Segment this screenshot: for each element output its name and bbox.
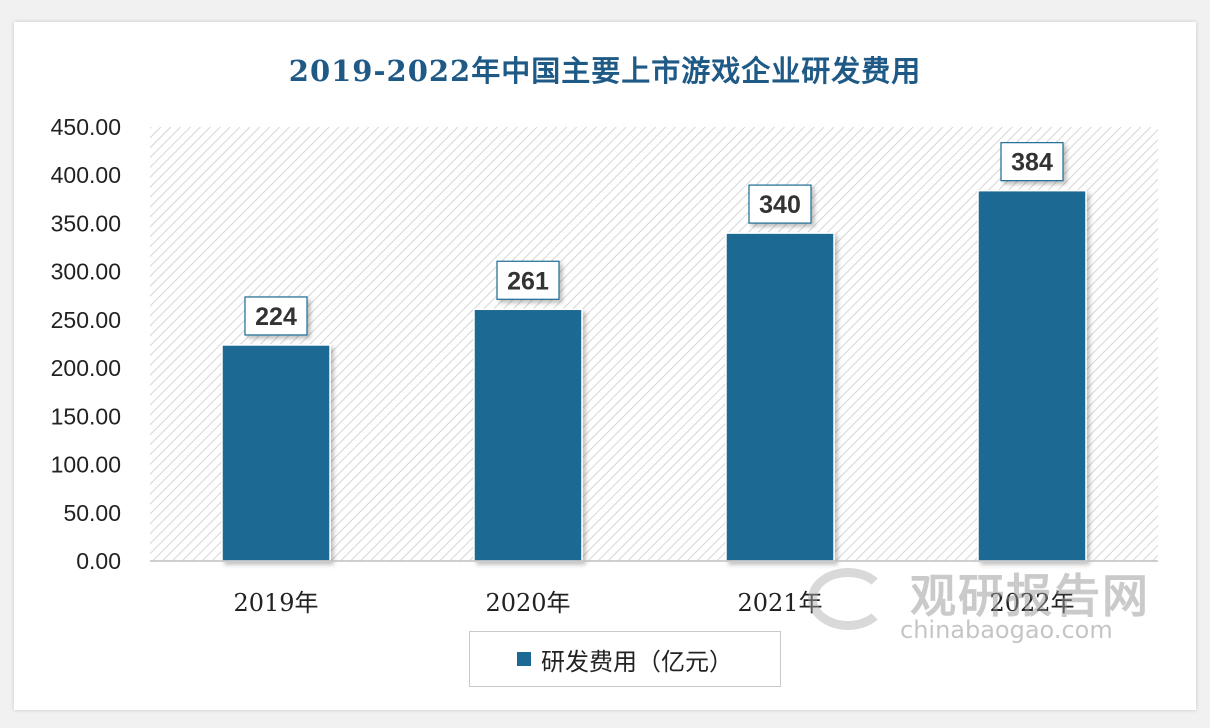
data-label: 340	[759, 191, 801, 219]
y-tick-label: 350.00	[51, 210, 121, 236]
y-tick-label: 0.00	[76, 548, 121, 574]
watermark: 观研报告网 chinabaogao.com	[800, 560, 1180, 650]
y-tick-label: 300.00	[51, 259, 121, 285]
data-label: 224	[255, 303, 297, 331]
y-tick-label: 450.00	[51, 114, 121, 140]
bar	[725, 232, 835, 562]
legend: 研发费用（亿元）	[469, 631, 781, 687]
y-tick-label: 400.00	[51, 162, 121, 188]
data-label-box	[748, 184, 812, 224]
y-tick-label: 100.00	[51, 452, 121, 478]
data-label-box	[1000, 142, 1064, 182]
y-tick-label: 250.00	[51, 307, 121, 333]
data-label-box	[244, 296, 308, 336]
x-tick-label: 2022年	[989, 589, 1074, 617]
data-label: 384	[1011, 149, 1053, 177]
watermark-logo-icon	[808, 568, 888, 630]
bar	[473, 308, 583, 562]
bar	[977, 189, 1087, 562]
x-tick-label: 2020年	[485, 589, 570, 617]
legend-swatch	[517, 652, 531, 666]
bar	[221, 344, 331, 562]
legend-label: 研发费用（亿元）	[541, 647, 733, 676]
x-tick-label: 2019年	[233, 589, 318, 617]
y-tick-label: 200.00	[51, 355, 121, 381]
watermark-en: chinabaogao.com	[900, 616, 1113, 644]
chart-title: 2019-2022年中国主要上市游戏企业研发费用	[288, 54, 922, 88]
data-label: 261	[507, 267, 549, 295]
y-tick-label: 150.00	[51, 403, 121, 429]
y-tick-label: 50.00	[63, 500, 121, 526]
data-label-box	[496, 260, 560, 300]
watermark-cn: 观研报告网	[910, 569, 1150, 623]
